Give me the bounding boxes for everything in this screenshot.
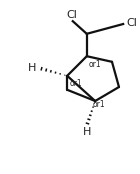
Text: Cl: Cl: [67, 10, 78, 20]
Text: H: H: [28, 63, 36, 73]
Text: Cl: Cl: [126, 18, 137, 28]
Text: or1: or1: [92, 100, 105, 109]
Text: H: H: [83, 127, 91, 137]
Text: or1: or1: [88, 60, 101, 69]
Text: or1: or1: [70, 79, 83, 88]
